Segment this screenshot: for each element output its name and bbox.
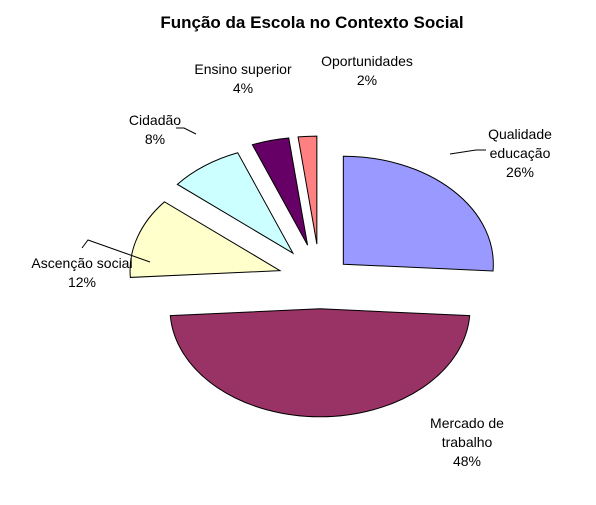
slice-name-label: Cidadão bbox=[129, 112, 181, 128]
slice-name-label: educação bbox=[490, 145, 551, 161]
slice-label-3: Ascenção social 12% bbox=[31, 255, 132, 290]
leader-line-4 bbox=[176, 127, 197, 135]
pie-slice-6 bbox=[297, 135, 318, 245]
chart-title: Função da Escola no Contexto Social bbox=[160, 13, 463, 32]
slice-label-4: Cidadão 8% bbox=[129, 112, 181, 147]
leader-line-3 bbox=[81, 239, 151, 263]
pie-slice-4 bbox=[176, 152, 295, 255]
pie-slice-3 bbox=[129, 201, 282, 278]
slice-name-label: Ascenção social bbox=[31, 255, 132, 271]
slice-label-1: Qualidade educação 26% bbox=[488, 126, 552, 180]
slice-label-5: Ensino superior 4% bbox=[194, 61, 292, 96]
pie-slice-1 bbox=[342, 155, 494, 272]
pie-slices bbox=[129, 135, 494, 418]
slice-value-label: 26% bbox=[506, 164, 534, 180]
pie-slice-2 bbox=[169, 308, 471, 418]
slice-labels: Qualidade educação 26% Mercado de trabalho 48… bbox=[31, 53, 552, 469]
slice-value-label: 8% bbox=[145, 131, 165, 147]
slice-name-label: Oportunidades bbox=[321, 53, 413, 69]
slice-name-label: Ensino superior bbox=[194, 61, 292, 77]
slice-name-label: Mercado de bbox=[430, 415, 504, 431]
slice-label-2: Mercado de trabalho 48% bbox=[430, 415, 504, 469]
pie-slice-5 bbox=[251, 137, 309, 246]
slice-value-label: 12% bbox=[68, 274, 96, 290]
slice-label-6: Oportunidades 2% bbox=[321, 53, 413, 88]
slice-value-label: 4% bbox=[233, 80, 253, 96]
slice-value-label: 48% bbox=[453, 453, 481, 469]
leader-line-1 bbox=[449, 149, 486, 155]
leader-lines bbox=[81, 127, 486, 263]
slice-name-label: Qualidade bbox=[488, 126, 552, 142]
slice-value-label: 2% bbox=[357, 72, 377, 88]
slice-name-label: trabalho bbox=[442, 434, 493, 450]
